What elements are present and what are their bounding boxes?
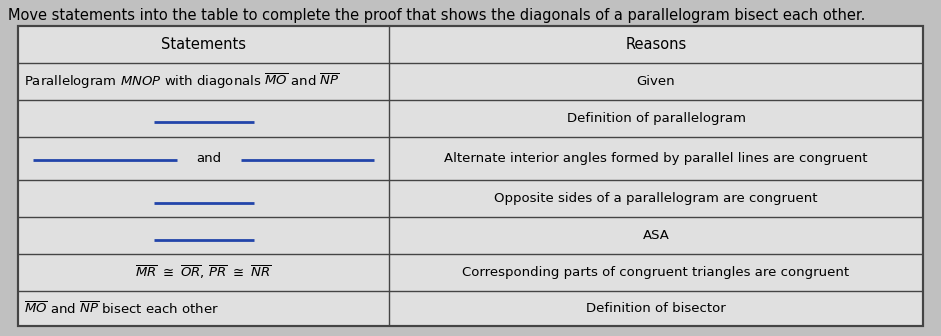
Text: Given: Given (637, 75, 676, 88)
Text: Parallelogram $MNOP$ with diagonals $\overline{MO}$ and $\overline{NP}$: Parallelogram $MNOP$ with diagonals $\ov… (24, 72, 340, 91)
Text: ASA: ASA (643, 229, 669, 242)
Text: Definition of parallelogram: Definition of parallelogram (566, 112, 745, 125)
Bar (18, 26, 923, 326)
Text: Corresponding parts of congruent triangles are congruent: Corresponding parts of congruent triangl… (462, 266, 850, 279)
Text: Alternate interior angles formed by parallel lines are congruent: Alternate interior angles formed by para… (444, 152, 868, 165)
Text: Reasons: Reasons (626, 37, 687, 52)
Text: and: and (196, 152, 221, 165)
Text: $\overline{MO}$ and $\overline{NP}$ bisect each other: $\overline{MO}$ and $\overline{NP}$ bise… (24, 300, 218, 317)
Text: $\overline{MR}$ $\cong$ $\overline{OR}$, $\overline{PR}$ $\cong$ $\overline{NR}$: $\overline{MR}$ $\cong$ $\overline{OR}$,… (136, 264, 272, 281)
Text: Statements: Statements (161, 37, 246, 52)
Text: Definition of bisector: Definition of bisector (586, 302, 726, 315)
Text: Move statements into the table to complete the proof that shows the diagonals of: Move statements into the table to comple… (8, 8, 866, 23)
Bar (18, 26, 923, 326)
Text: Opposite sides of a parallelogram are congruent: Opposite sides of a parallelogram are co… (494, 192, 818, 205)
